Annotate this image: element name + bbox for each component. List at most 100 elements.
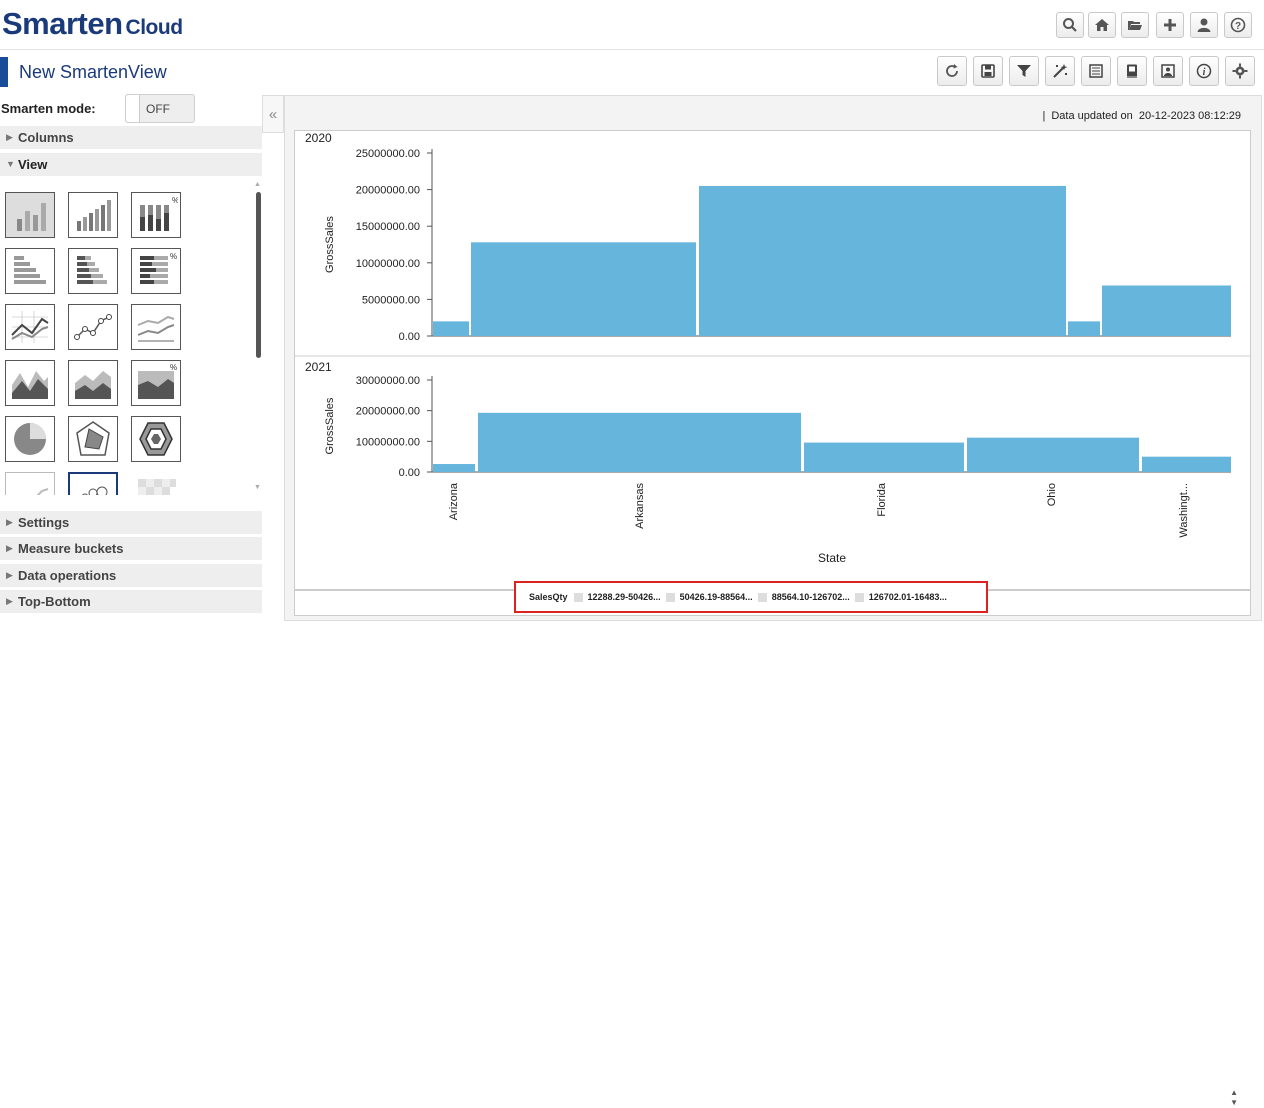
chevron-right-icon: ▶	[6, 543, 13, 553]
svg-text:%: %	[170, 252, 177, 261]
chart-area: 2020 0.00 5000000.00 10000000.00 15000000.00…	[294, 130, 1251, 604]
toggle-state: OFF	[146, 102, 170, 116]
chart-type-heatmap[interactable]	[131, 472, 181, 495]
settings-gear-icon[interactable]	[1225, 56, 1255, 86]
bar-0-0[interactable]	[433, 321, 469, 336]
save-icon[interactable]	[973, 56, 1003, 86]
chart-type-bar[interactable]	[5, 192, 55, 238]
section-data-operations[interactable]: ▶ Data operations	[0, 564, 262, 588]
panel-title: 2021	[305, 360, 332, 374]
view-title-bar: New SmartenView i	[0, 54, 1264, 90]
user-icon[interactable]	[1190, 12, 1218, 38]
y-tick-label: 20000000.00	[356, 185, 420, 197]
y-tick-label: 30000000.00	[356, 375, 420, 387]
chart-type-line-markers[interactable]	[68, 304, 118, 350]
section-settings[interactable]: ▶ Settings	[0, 511, 262, 535]
view-grid-scrollbar[interactable]: ▲ ▼	[254, 181, 261, 491]
bar-1-0[interactable]	[433, 464, 475, 472]
magic-wand-icon[interactable]	[1045, 56, 1075, 86]
chart-type-polar[interactable]	[131, 416, 181, 462]
book-icon[interactable]	[1117, 56, 1147, 86]
section-columns[interactable]: ▶ Columns	[0, 126, 262, 150]
x-tick-label: Ohio	[1046, 483, 1058, 506]
sidebar: Smarten mode: OFF ▶ Columns ▼ View % %	[0, 92, 262, 623]
chevron-down-icon: ▼	[6, 159, 15, 169]
chart-type-percent-horizontal-bar[interactable]: %	[131, 248, 181, 294]
legend-swatch	[757, 592, 767, 602]
refresh-icon[interactable]	[937, 56, 967, 86]
legend-swatch	[665, 592, 675, 602]
chart-type-stacked-bar[interactable]	[68, 192, 118, 238]
x-axis-label: State	[818, 551, 846, 565]
search-icon[interactable]	[1056, 12, 1084, 38]
chart-type-bubble[interactable]	[68, 472, 118, 495]
bar-chart[interactable]: 2020 0.00 5000000.00 10000000.00 15000000.00…	[295, 131, 1250, 589]
bar-0-1[interactable]	[471, 242, 696, 336]
chart-type-percent-area[interactable]: %	[131, 360, 181, 406]
legend-item[interactable]: 12288.29-50426...	[587, 592, 661, 602]
chart-type-line[interactable]	[5, 304, 55, 350]
app-logo[interactable]: Smarten Cloud	[2, 6, 183, 41]
bar-1-4[interactable]	[1142, 456, 1231, 472]
chart-type-area[interactable]	[5, 360, 55, 406]
legend-item[interactable]: 126702.01-16483...	[868, 592, 947, 602]
chart-type-stacked-horizontal-bar[interactable]	[68, 248, 118, 294]
section-measure-buckets[interactable]: ▶ Measure buckets	[0, 537, 262, 561]
plus-icon[interactable]	[1156, 12, 1184, 38]
smarten-mode-toggle[interactable]: OFF	[125, 94, 195, 123]
bar-0-3[interactable]	[1068, 321, 1100, 336]
legend-swatch	[573, 592, 583, 602]
legend-item[interactable]: 88564.10-126702...	[771, 592, 850, 602]
x-tick-label: Arizona	[448, 482, 460, 520]
home-icon[interactable]	[1088, 12, 1116, 38]
title-accent	[0, 57, 8, 87]
x-tick-label: Arkansas	[634, 483, 646, 529]
toggle-knob	[126, 95, 140, 122]
page-title: New SmartenView	[19, 62, 167, 82]
chevron-right-icon: ▶	[6, 517, 13, 527]
section-view[interactable]: ▼ View	[0, 153, 262, 177]
y-axis-label: GrossSales	[324, 397, 336, 454]
svg-text:i: i	[1203, 67, 1206, 78]
smarten-mode-label: Smarten mode:	[1, 101, 96, 116]
legend-swatch	[854, 592, 864, 602]
legend-scroll-arrows[interactable]: ▲ ▼	[1230, 1088, 1238, 1107]
data-updated-status: | Data updated on 20-12-2023 08:12:29	[1042, 110, 1242, 122]
chart-type-trend[interactable]	[5, 472, 55, 495]
image-export-icon[interactable]	[1153, 56, 1183, 86]
x-tick-label: Florida	[876, 482, 888, 517]
chart-type-percent-bar[interactable]: %	[131, 192, 181, 238]
info-icon[interactable]: i	[1189, 56, 1219, 86]
bar-0-4[interactable]	[1102, 285, 1231, 336]
chart-type-percent-line[interactable]	[131, 304, 181, 350]
chart-type-grid: % % %	[0, 188, 252, 495]
y-tick-label: 10000000.00	[356, 258, 420, 270]
bar-1-2[interactable]	[804, 442, 964, 472]
svg-text:%: %	[172, 196, 178, 205]
list-view-icon[interactable]	[1081, 56, 1111, 86]
bar-0-2[interactable]	[699, 185, 1066, 336]
chart-type-pie[interactable]	[5, 416, 55, 462]
y-tick-label: 25000000.00	[356, 148, 420, 160]
chart-type-radar[interactable]	[68, 416, 118, 462]
chart-type-horizontal-bar[interactable]	[5, 248, 55, 294]
folder-open-icon[interactable]	[1121, 12, 1149, 38]
chart-type-stacked-area[interactable]	[68, 360, 118, 406]
bar-1-3[interactable]	[967, 437, 1139, 472]
y-tick-label: 15000000.00	[356, 221, 420, 233]
bar-1-1[interactable]	[478, 412, 801, 472]
svg-text:?: ?	[1235, 21, 1241, 32]
double-chevron-left-icon: «	[268, 105, 278, 123]
help-icon[interactable]: ?	[1224, 12, 1252, 38]
y-tick-label: 5000000.00	[362, 294, 420, 306]
chart-panel: | Data updated on 20-12-2023 08:12:29 202…	[284, 95, 1262, 1107]
legend-item[interactable]: 50426.19-88564...	[679, 592, 753, 602]
y-tick-label: 0.00	[399, 331, 420, 343]
view-grid-scroll-thumb[interactable]	[256, 192, 261, 358]
filter-icon[interactable]	[1009, 56, 1039, 86]
legend-title: SalesQty	[529, 592, 568, 602]
chevron-right-icon: ▶	[6, 570, 13, 580]
collapse-sidebar-button[interactable]: «	[262, 95, 284, 133]
svg-text:%: %	[170, 363, 177, 372]
section-top-bottom[interactable]: ▶ Top-Bottom	[0, 590, 262, 614]
